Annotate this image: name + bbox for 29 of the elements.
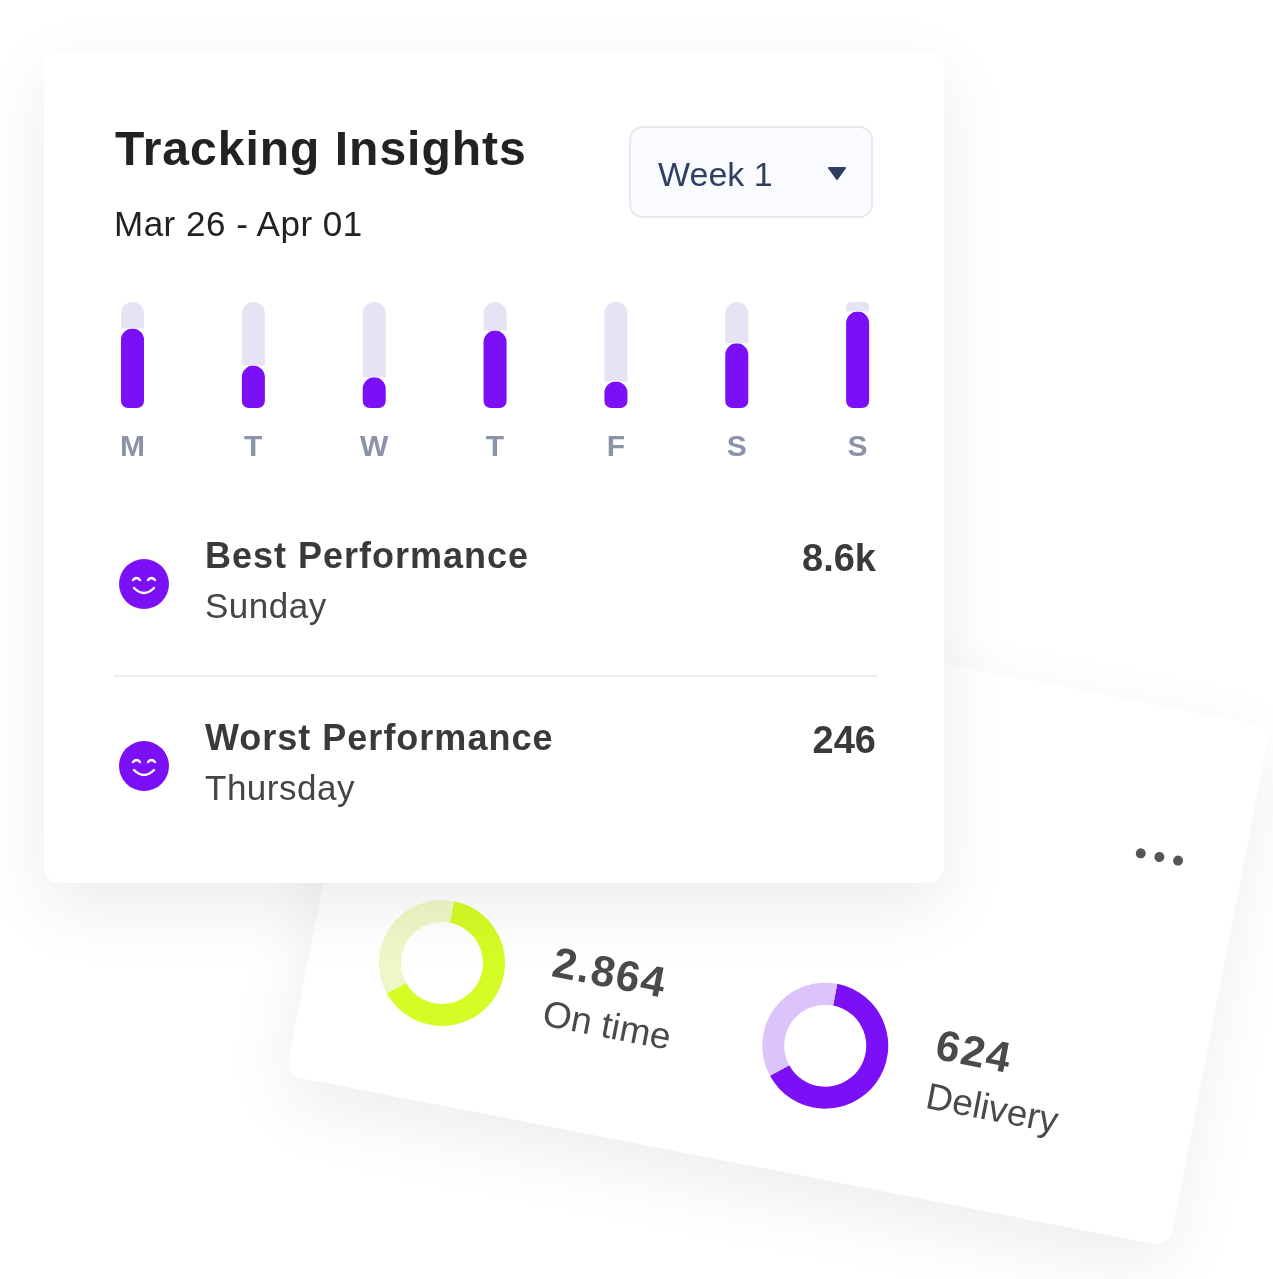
bar bbox=[241, 302, 265, 366]
bar bbox=[362, 302, 386, 378]
chart-subtitle: Mar 26 - Apr 01 bbox=[114, 204, 363, 243]
text: Worst Performance bbox=[205, 717, 554, 758]
bar bbox=[604, 302, 628, 382]
text: Best Performance bbox=[205, 535, 530, 576]
x-tick-label: W bbox=[359, 429, 389, 463]
x-tick-label: T bbox=[485, 429, 505, 463]
donut-slice bbox=[378, 900, 455, 994]
donut-slice bbox=[386, 901, 505, 1026]
x-tick-label: S bbox=[847, 429, 868, 463]
text: 246 bbox=[812, 719, 876, 761]
x-tick-label: S bbox=[726, 429, 747, 463]
donut-slice bbox=[762, 982, 838, 1076]
x-tick-label: F bbox=[606, 429, 626, 463]
text: Thursday bbox=[205, 768, 355, 807]
bar bbox=[725, 343, 749, 408]
donut-slice bbox=[769, 983, 889, 1109]
bar bbox=[846, 302, 870, 312]
text: Sunday bbox=[205, 586, 327, 625]
bar bbox=[483, 330, 507, 408]
dropdown: Week 1 bbox=[629, 126, 873, 218]
x-tick-label: T bbox=[244, 429, 263, 463]
bar bbox=[846, 311, 870, 408]
bar bbox=[121, 328, 144, 408]
text: 8.6k bbox=[802, 537, 876, 579]
x-tick-label: M bbox=[119, 429, 145, 463]
chart-title: Tracking Insights bbox=[115, 122, 527, 175]
bar bbox=[725, 302, 749, 344]
